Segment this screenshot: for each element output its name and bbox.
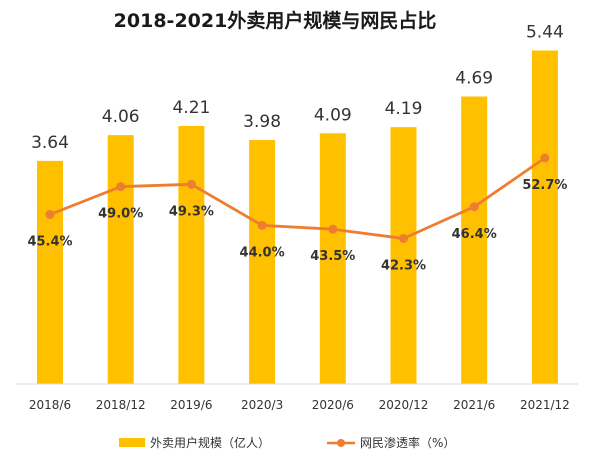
bar-labels-layer: 3.64 4.06 4.21 3.98 4.09 4.19 4.69 5.44 xyxy=(31,23,564,153)
x-tick-label: 2019/6 xyxy=(170,398,212,412)
bar-value-label: 3.64 xyxy=(31,133,69,153)
bar-value-label: 4.69 xyxy=(455,69,493,89)
bar-value-label: 4.06 xyxy=(102,107,140,127)
line-point-2021/6 xyxy=(469,202,479,212)
bar-2018/12 xyxy=(107,135,134,384)
line-point-2021/12 xyxy=(540,153,550,163)
legend-label-bar: 外卖用户规模（亿人） xyxy=(150,435,270,450)
bar-2018/6 xyxy=(37,160,63,384)
line-value-label: 49.0% xyxy=(98,207,143,222)
bar-2021/6 xyxy=(461,96,488,385)
bar-value-label: 3.98 xyxy=(243,112,281,132)
bar-2019/6 xyxy=(178,125,205,384)
legend: 外卖用户规模（亿人） 网民渗透率（%） xyxy=(119,435,455,450)
line-point-2018/12 xyxy=(116,182,126,192)
line-value-label: 44.0% xyxy=(240,245,285,260)
line-value-label: 43.5% xyxy=(310,249,355,264)
line-value-label: 49.3% xyxy=(169,204,214,219)
x-tick-label: 2020/3 xyxy=(241,398,283,412)
line-point-2018/6 xyxy=(45,210,55,220)
x-tick-label: 2021/12 xyxy=(520,398,570,412)
bar-2020/3 xyxy=(249,140,276,384)
bar-2020/6 xyxy=(319,133,346,384)
bar-value-label: 4.19 xyxy=(385,99,423,119)
x-tick-label: 2020/12 xyxy=(379,398,429,412)
bar-2020/12 xyxy=(390,127,417,384)
legend-label-line: 网民渗透率（%） xyxy=(360,435,455,450)
x-tick-label: 2020/6 xyxy=(312,398,354,412)
line-value-label: 46.4% xyxy=(452,227,497,242)
legend-swatch-bar xyxy=(119,438,145,447)
line-point-2019/6 xyxy=(186,179,196,189)
x-tick-label: 2018/6 xyxy=(29,398,71,412)
line-labels-layer: 45.4% 49.0% 49.3% 44.0% 43.5% 42.3% 46.4% 52.7% xyxy=(27,178,567,273)
line-layer xyxy=(45,153,550,243)
line-value-label: 45.4% xyxy=(27,235,72,250)
line-point-2020/3 xyxy=(257,220,267,230)
bar-value-label: 5.44 xyxy=(526,23,564,43)
x-tick-label: 2021/6 xyxy=(453,398,495,412)
line-value-label: 52.7% xyxy=(522,178,567,193)
x-tick-labels: 2018/6 2018/12 2019/6 2020/3 2020/6 2020/12 20… xyxy=(29,398,570,412)
bar-2021/12 xyxy=(531,50,558,384)
chart-title: 2018-2021外卖用户规模与网民占比 xyxy=(114,9,437,32)
line-point-2020/12 xyxy=(399,233,408,243)
x-tick-label: 2018/12 xyxy=(96,398,146,412)
line-value-label: 42.3% xyxy=(381,258,426,273)
penetration-line xyxy=(49,156,546,240)
line-point-2020/6 xyxy=(328,224,338,234)
bar-value-label: 4.09 xyxy=(314,105,352,125)
bar-value-label: 4.21 xyxy=(172,98,210,118)
legend-swatch-marker xyxy=(337,439,345,447)
bars-layer xyxy=(37,50,558,385)
